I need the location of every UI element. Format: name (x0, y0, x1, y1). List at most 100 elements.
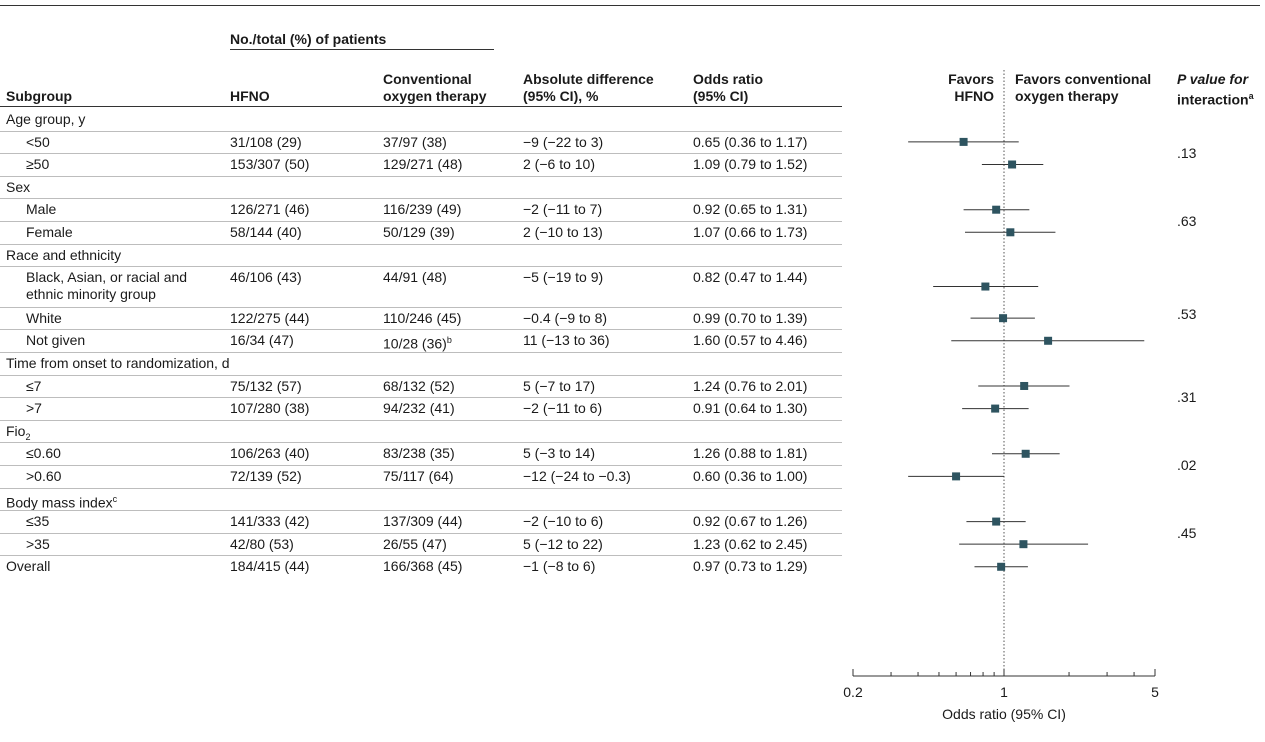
or-value: 0.99 (0.70 to 1.39) (693, 309, 808, 326)
absdiff-value: 5 (−3 to 14) (523, 445, 595, 462)
conv-value: 44/91 (48) (383, 269, 447, 286)
group-header-rule (230, 49, 494, 50)
hfno-value: 126/271 (46) (230, 201, 310, 218)
col-conv-header-2: oxygen therapy (383, 88, 487, 104)
section-label: Time from onset to randomization, d (6, 355, 230, 372)
row-rule (0, 198, 842, 199)
conv-value: 110/246 (45) (383, 309, 462, 326)
absdiff-value: 2 (−10 to 13) (523, 224, 603, 240)
hfno-value: 106/263 (40) (230, 445, 310, 462)
col-absdiff-header-2: (95% CI), % (523, 88, 599, 104)
p-value: .02 (1177, 457, 1197, 474)
row-rule (0, 176, 842, 177)
row-label: Female (26, 224, 73, 240)
or-value: 1.26 (0.88 to 1.81) (693, 445, 808, 462)
conv-value: 37/97 (38) (383, 133, 447, 150)
row-label: >35 (26, 535, 50, 552)
or-marker (1021, 449, 1030, 458)
row-rule (0, 488, 842, 489)
conv-value: 137/309 (44) (383, 513, 463, 530)
conv-value: 75/117 (64) (383, 468, 454, 485)
absdiff-value: 5 (−12 to 22) (523, 535, 603, 552)
row-label: Black, Asian, or racial and (26, 269, 188, 286)
absdiff-value: −2 (−10 to 6) (523, 513, 604, 530)
or-value: 0.82 (0.47 to 1.44) (693, 269, 808, 286)
or-marker (1008, 160, 1017, 169)
top-rule (0, 5, 1260, 6)
x-tick-label: 5 (1151, 684, 1159, 700)
col-subgroup-header: Subgroup (6, 88, 73, 104)
row-rule (0, 131, 842, 132)
absdiff-value: −2 (−11 to 6) (523, 400, 603, 417)
col-absdiff-header-1: Absolute difference (523, 71, 654, 87)
or-marker (997, 562, 1006, 571)
row-rule (0, 465, 842, 466)
or-marker (999, 314, 1008, 323)
col-or-header-1: Odds ratio (693, 71, 764, 87)
absdiff-value: −2 (−11 to 7) (523, 201, 603, 218)
row-rule (0, 533, 842, 534)
section-label: Fio2 (6, 422, 31, 442)
or-value: 0.91 (0.64 to 1.30) (693, 400, 808, 417)
conv-value: 10/28 (36)b (383, 335, 452, 353)
col-hfno-header: HFNO (230, 88, 270, 104)
hfno-value: 153/307 (50) (230, 156, 310, 173)
or-value: 1.60 (0.57 to 4.46) (693, 332, 808, 349)
absdiff-value: 11 (−13 to 36) (523, 332, 610, 349)
section-label: Race and ethnicity (6, 246, 122, 263)
or-value: 1.09 (0.79 to 1.52) (693, 156, 808, 173)
hfno-value: 58/144 (40) (230, 224, 302, 240)
or-marker (981, 282, 990, 291)
hfno-value: 31/108 (29) (230, 133, 302, 150)
hfno-value: 75/132 (57) (230, 377, 302, 394)
absdiff-value: 2 (−6 to 10) (523, 156, 595, 173)
or-marker (959, 137, 968, 146)
or-marker (992, 205, 1001, 214)
row-rule (0, 266, 842, 267)
favors-hfno-1: Favors (948, 71, 994, 87)
row-rule (0, 352, 842, 353)
x-tick-label: 0.2 (843, 684, 863, 700)
row-rule (0, 244, 842, 245)
section-label: Sex (6, 178, 31, 195)
row-label: Not given (26, 332, 86, 349)
p-value: .63 (1177, 213, 1197, 229)
hfno-value: 16/34 (47) (230, 332, 294, 349)
pval-header-1: P value for (1177, 71, 1249, 87)
row-rule (0, 221, 842, 222)
row-rule (0, 375, 842, 376)
hfno-value: 42/80 (53) (230, 535, 294, 552)
row-label: ≥50 (26, 156, 50, 173)
favors-hfno-2: HFNO (954, 88, 994, 104)
or-marker (952, 472, 961, 481)
or-value: 0.60 (0.36 to 1.00) (693, 468, 808, 485)
hfno-value: 184/415 (44) (230, 558, 310, 575)
row-rule (0, 510, 842, 511)
col-conv-header-1: Conventional (383, 71, 472, 87)
conv-value: 116/239 (49) (383, 201, 462, 218)
row-label: White (26, 309, 62, 326)
hfno-value: 107/280 (38) (230, 400, 310, 417)
hfno-value: 46/106 (43) (230, 269, 302, 286)
row-label: Overall (6, 558, 51, 575)
conv-value: 129/271 (48) (383, 156, 463, 173)
row-label: ≤7 (26, 377, 42, 394)
or-marker (1020, 381, 1029, 390)
row-label: ≤35 (26, 513, 50, 530)
section-label: Age group, y (6, 111, 86, 127)
or-marker (1006, 228, 1015, 237)
row-label: <50 (26, 133, 50, 150)
favors-conv-1: Favors conventional (1015, 71, 1152, 87)
row-label: >0.60 (26, 468, 62, 485)
or-marker (1019, 540, 1028, 549)
or-value: 0.97 (0.73 to 1.29) (693, 558, 808, 575)
x-axis-label: Odds ratio (95% CI) (942, 706, 1066, 722)
group-header: No./total (%) of patients (230, 31, 387, 47)
or-value: 0.92 (0.67 to 1.26) (693, 513, 808, 530)
conv-value: 68/132 (52) (383, 377, 455, 394)
row-rule (0, 555, 842, 556)
favors-conv-2: oxygen therapy (1015, 88, 1119, 104)
row-label: ≤0.60 (26, 445, 61, 462)
